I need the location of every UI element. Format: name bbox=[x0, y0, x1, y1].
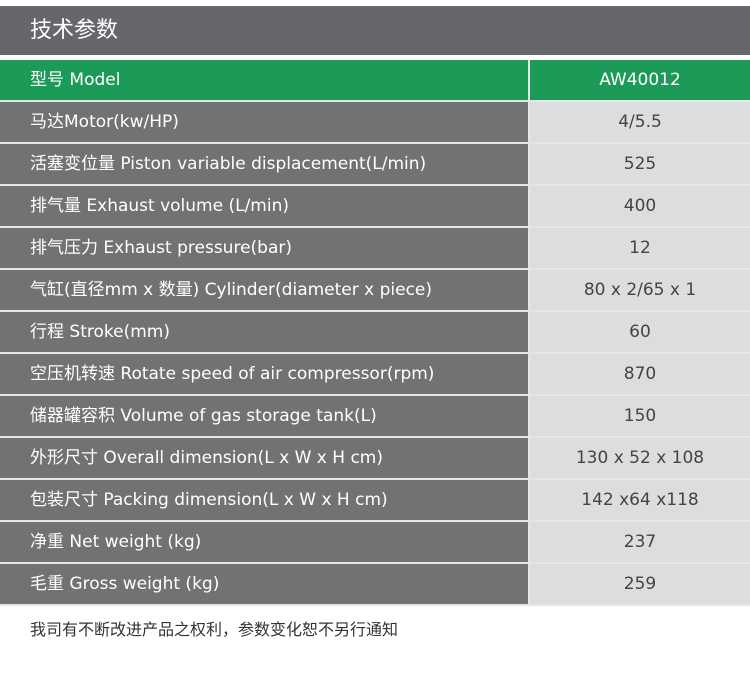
table-row: 净重 Net weight (kg) 237 bbox=[0, 522, 750, 564]
table-row: 排气压力 Exhaust pressure(bar) 12 bbox=[0, 228, 750, 270]
spec-value: 80 x 2/65 x 1 bbox=[530, 270, 750, 310]
spec-label: 气缸(直径mm x 数量) Cylinder(diameter x piece) bbox=[0, 270, 530, 310]
table-row: 马达Motor(kw/HP) 4/5.5 bbox=[0, 102, 750, 144]
spec-label: 储器罐容积 Volume of gas storage tank(L) bbox=[0, 396, 530, 436]
section-title: 技术参数 bbox=[0, 6, 750, 55]
table-row: 排气量 Exhaust volume (L/min) 400 bbox=[0, 186, 750, 228]
model-label: 型号 Model bbox=[0, 60, 530, 100]
spec-value: 142 x64 x118 bbox=[530, 480, 750, 520]
spec-value: 150 bbox=[530, 396, 750, 436]
spec-label: 排气量 Exhaust volume (L/min) bbox=[0, 186, 530, 226]
spec-value: 12 bbox=[530, 228, 750, 268]
model-value: AW40012 bbox=[530, 60, 750, 100]
spec-label: 排气压力 Exhaust pressure(bar) bbox=[0, 228, 530, 268]
table-row: 包装尺寸 Packing dimension(L x W x H cm) 142 … bbox=[0, 480, 750, 522]
spec-label: 空压机转速 Rotate speed of air compressor(rpm… bbox=[0, 354, 530, 394]
spec-value: 4/5.5 bbox=[530, 102, 750, 142]
spec-value: 525 bbox=[530, 144, 750, 184]
table-row: 行程 Stroke(mm) 60 bbox=[0, 312, 750, 354]
spec-label: 净重 Net weight (kg) bbox=[0, 522, 530, 562]
spec-label: 毛重 Gross weight (kg) bbox=[0, 564, 530, 604]
table-row: 储器罐容积 Volume of gas storage tank(L) 150 bbox=[0, 396, 750, 438]
spec-label: 马达Motor(kw/HP) bbox=[0, 102, 530, 142]
table-row: 气缸(直径mm x 数量) Cylinder(diameter x piece)… bbox=[0, 270, 750, 312]
spec-value: 237 bbox=[530, 522, 750, 562]
table-header-row: 型号 Model AW40012 bbox=[0, 60, 750, 102]
spec-value: 870 bbox=[530, 354, 750, 394]
spec-table: 型号 Model AW40012 马达Motor(kw/HP) 4/5.5 活塞变位… bbox=[0, 60, 750, 606]
spec-value: 60 bbox=[530, 312, 750, 352]
spec-label: 行程 Stroke(mm) bbox=[0, 312, 530, 352]
table-row: 毛重 Gross weight (kg) 259 bbox=[0, 564, 750, 606]
spec-value: 259 bbox=[530, 564, 750, 604]
table-row: 空压机转速 Rotate speed of air compressor(rpm… bbox=[0, 354, 750, 396]
spec-label: 包装尺寸 Packing dimension(L x W x H cm) bbox=[0, 480, 530, 520]
spec-value: 400 bbox=[530, 186, 750, 226]
table-row: 活塞变位量 Piston variable displacement(L/min… bbox=[0, 144, 750, 186]
spec-label: 活塞变位量 Piston variable displacement(L/min… bbox=[0, 144, 530, 184]
spec-label: 外形尺寸 Overall dimension(L x W x H cm) bbox=[0, 438, 530, 478]
table-row: 外形尺寸 Overall dimension(L x W x H cm) 130 … bbox=[0, 438, 750, 480]
spec-value: 130 x 52 x 108 bbox=[530, 438, 750, 478]
disclaimer-note: 我司有不断改进产品之权利，参数变化恕不另行通知 bbox=[30, 620, 399, 639]
